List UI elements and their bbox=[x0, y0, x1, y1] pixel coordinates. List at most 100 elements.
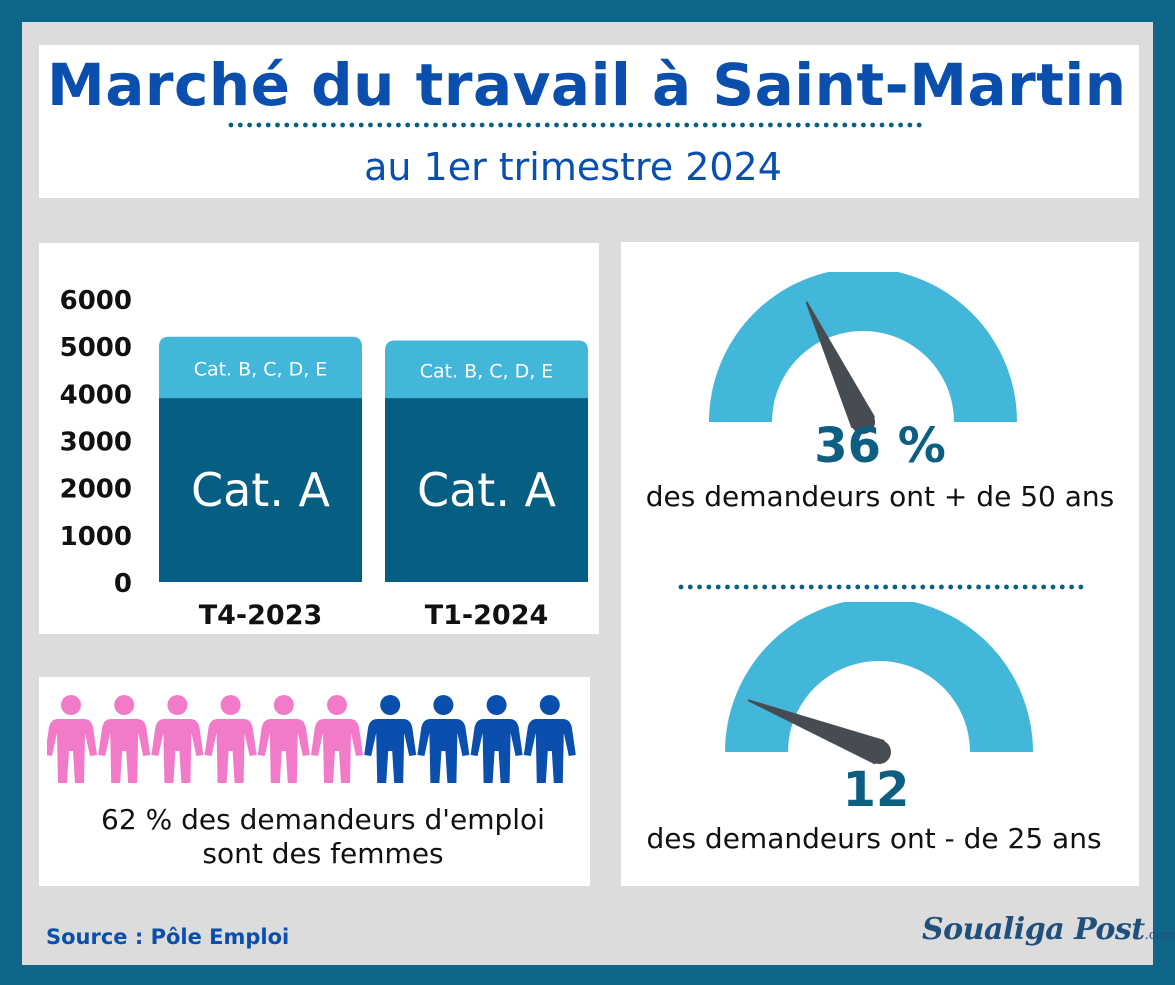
divider-dot bbox=[780, 584, 786, 590]
divider-dot bbox=[799, 584, 805, 590]
divider-dot bbox=[846, 584, 851, 590]
title-divider-dots bbox=[228, 122, 922, 128]
divider-dot bbox=[265, 122, 271, 128]
brand-logo[interactable]: Soualiga Post.com bbox=[922, 912, 1175, 947]
divider-dot bbox=[228, 122, 234, 128]
divider-dot bbox=[743, 584, 749, 590]
divider-dot bbox=[939, 584, 944, 590]
divider-dot bbox=[293, 122, 299, 128]
divider-dot bbox=[842, 122, 848, 128]
divider-dot bbox=[554, 122, 559, 128]
divider-dot bbox=[985, 584, 991, 590]
divider-dot bbox=[994, 584, 1000, 590]
divider-dot bbox=[870, 122, 876, 128]
divider-dot bbox=[697, 584, 702, 590]
man-icon bbox=[417, 695, 470, 783]
x-category-label: T1-2024 bbox=[425, 600, 549, 631]
head-shape bbox=[327, 695, 347, 715]
divider-dot bbox=[957, 584, 963, 590]
woman-icon bbox=[47, 695, 97, 783]
divider-dot bbox=[715, 584, 721, 590]
divider-dot bbox=[725, 584, 730, 590]
divider-dot bbox=[507, 122, 513, 128]
divider-dot bbox=[340, 122, 345, 128]
body-shape bbox=[470, 719, 523, 783]
divider-dot bbox=[312, 122, 318, 128]
divider-dot bbox=[687, 584, 693, 590]
bar-label-cat-bcde: Cat. B, C, D, E bbox=[420, 360, 554, 382]
woman-icon bbox=[311, 695, 363, 783]
y-tick-label: 5000 bbox=[60, 333, 132, 363]
bar-segment-cat-bcde bbox=[159, 336, 362, 399]
woman-icon bbox=[204, 695, 257, 783]
divider-dot bbox=[786, 122, 792, 128]
bar-label-cat-a: Cat. A bbox=[191, 463, 331, 517]
divider-dot bbox=[619, 122, 624, 128]
divider-dot bbox=[358, 122, 364, 128]
divider-dot bbox=[1041, 584, 1047, 590]
divider-dot bbox=[284, 122, 290, 128]
divider-dot bbox=[1078, 584, 1084, 590]
divider-dot bbox=[423, 122, 429, 128]
divider-dot bbox=[1032, 584, 1037, 590]
divider-dot bbox=[656, 122, 662, 128]
divider-dot bbox=[1069, 584, 1074, 590]
header-panel: Marché du travail à Saint-Martin au 1er … bbox=[39, 45, 1139, 198]
divider-dot bbox=[920, 584, 926, 590]
divider-dot bbox=[851, 122, 857, 128]
woman-icon bbox=[98, 695, 151, 783]
divider-dot bbox=[827, 584, 833, 590]
divider-dot bbox=[836, 584, 842, 590]
bar-segment-cat-bcde bbox=[385, 340, 588, 399]
people-icons bbox=[47, 695, 576, 783]
women-share-line-2: sont des femmes bbox=[202, 837, 444, 870]
divider-dot bbox=[879, 122, 885, 128]
divider-dot bbox=[321, 122, 327, 128]
women-share-panel: 62 % des demandeurs d'emploi sont des fe… bbox=[39, 677, 590, 886]
divider-dot bbox=[976, 584, 981, 590]
divider-dot bbox=[883, 584, 888, 590]
woman-icon bbox=[257, 695, 310, 783]
y-tick-label: 1000 bbox=[60, 522, 132, 552]
divider-dot bbox=[678, 584, 684, 590]
divider-dot bbox=[535, 122, 541, 128]
divider-dot bbox=[702, 122, 708, 128]
divider-dot bbox=[489, 122, 494, 128]
head-shape bbox=[114, 695, 135, 715]
divider-dot bbox=[414, 122, 420, 128]
divider-dot bbox=[929, 584, 935, 590]
divider-dot bbox=[855, 584, 861, 590]
bar-segment-cat-a bbox=[159, 398, 362, 582]
divider-dot bbox=[591, 122, 597, 128]
gauge-arc bbox=[709, 272, 1017, 422]
divider-dot bbox=[600, 122, 606, 128]
logo-wordmark: Soualiga Post bbox=[922, 912, 1145, 947]
body-shape bbox=[311, 719, 363, 783]
logo-domain: .com bbox=[1144, 928, 1175, 943]
divider-dot bbox=[771, 584, 777, 590]
divider-dot bbox=[1059, 584, 1065, 590]
head-shape bbox=[220, 695, 241, 715]
divider-dot bbox=[628, 122, 634, 128]
divider-dot bbox=[609, 122, 615, 128]
y-tick-label: 3000 bbox=[60, 428, 132, 458]
divider-dot bbox=[901, 584, 907, 590]
divider-dot bbox=[684, 122, 690, 128]
divider-dot bbox=[814, 122, 820, 128]
divider-dot bbox=[833, 122, 838, 128]
stacked-bar-chart: 6000 5000 4000 3000 2000 1000 0 Cat. B, C, D, E… bbox=[60, 286, 588, 631]
divider-dot bbox=[777, 122, 783, 128]
divider-dot bbox=[386, 122, 392, 128]
gauge-under-25 bbox=[725, 602, 1033, 765]
divider-dot bbox=[405, 122, 411, 128]
divider-dot bbox=[805, 122, 810, 128]
gauge-over-50-text: des demandeurs ont + de 50 ans bbox=[645, 480, 1115, 513]
divider-dot bbox=[907, 122, 913, 128]
divider-dot bbox=[237, 122, 243, 128]
head-shape bbox=[433, 695, 454, 715]
gauges-divider-dots bbox=[678, 584, 1084, 590]
head-shape bbox=[167, 695, 188, 715]
page-title: Marché du travail à Saint-Martin bbox=[47, 51, 1127, 119]
man-icon bbox=[523, 695, 576, 783]
body-shape bbox=[523, 719, 576, 783]
